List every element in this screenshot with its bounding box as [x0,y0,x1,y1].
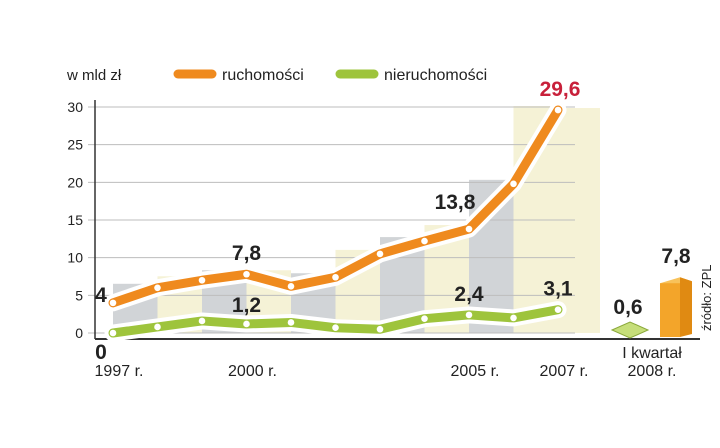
data-label: 3,1 [543,278,573,301]
data-point [154,284,161,292]
data-point [109,299,117,307]
x-tick-label: 2008 r. [628,363,677,380]
data-point [198,276,206,284]
y-axis-label: w mld zł [66,67,122,84]
data-label: 0,6 [613,296,642,319]
data-point [376,250,384,258]
data-label: 2,4 [454,283,484,306]
data-point [510,314,517,322]
data-point [287,319,295,326]
y-tick-label: 30 [67,99,83,115]
data-point [154,323,161,331]
y-tick-label: 20 [67,174,83,190]
q1-2008-ruchomosci-bar [660,283,680,337]
data-point [554,106,562,114]
y-tick-label: 15 [67,212,83,228]
x-tick-label: 2000 r. [228,363,277,380]
y-tick-label: 25 [67,137,83,153]
data-label: 7,8 [232,242,262,265]
data-point [376,325,384,333]
q1-2008-bar-side [680,277,692,337]
data-point [198,317,206,325]
q1-2008-nieruchomosci-marker [610,321,650,339]
data-point [109,329,117,337]
source-note: źródło: ZPL [699,265,714,331]
data-label: 7,8 [661,245,691,268]
data-point [287,282,295,290]
data-point [465,225,473,233]
data-label: 1,2 [232,294,261,317]
x-tick-label: 2007 r. [540,363,589,380]
data-point [243,270,250,278]
data-point [465,311,473,319]
data-label: 29,6 [540,78,581,101]
x-tick-label: 2005 r. [451,363,500,380]
data-point [332,273,339,281]
data-point [421,237,428,245]
data-point [332,324,339,332]
x-tick-label: 1997 r. [95,363,144,380]
data-label: 4 [95,284,107,307]
data-label: 0 [95,341,107,364]
y-tick-label: 5 [75,287,83,303]
data-label: 13,8 [435,191,476,214]
y-tick-label: 0 [75,325,83,341]
legend-label: ruchomości [222,67,304,84]
data-point [243,320,250,328]
data-point [554,306,562,313]
legend-label: nieruchomości [384,67,487,84]
data-point [510,180,517,188]
x-tick-label: I kwartał [622,345,682,362]
data-point [421,315,428,322]
y-tick-label: 10 [67,250,83,266]
